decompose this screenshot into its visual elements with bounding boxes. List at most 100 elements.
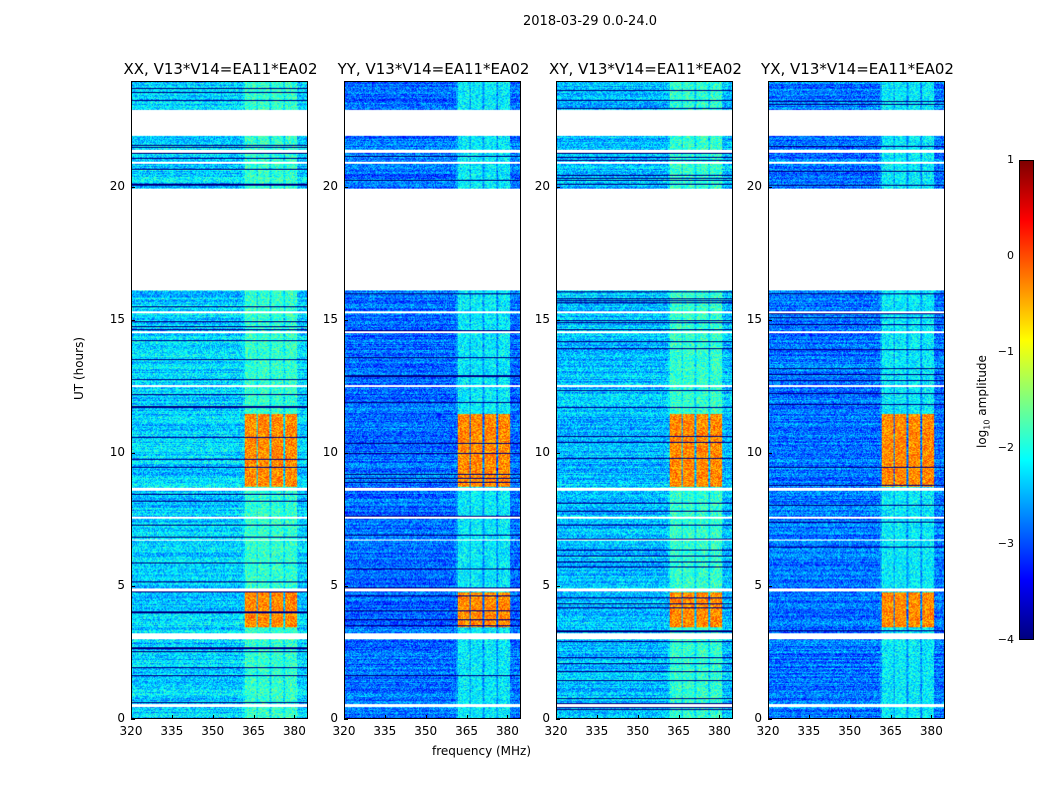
y-tick-mark bbox=[344, 719, 348, 720]
y-tick-mark bbox=[131, 453, 135, 455]
x-tick-label: 380 bbox=[707, 724, 731, 738]
y-tick-label: 10 bbox=[322, 445, 338, 460]
y-tick-mark bbox=[344, 187, 348, 189]
spectrogram-panel: XX, V13*V14=EA11*EA02 bbox=[123, 60, 318, 719]
x-tick-label: 320 bbox=[544, 724, 568, 738]
panel-title: YY, V13*V14=EA11*EA02 bbox=[337, 60, 530, 78]
colorbar-tick-label: 1 bbox=[1007, 153, 1014, 166]
y-tick-label: 20 bbox=[534, 179, 550, 194]
y-tick-label: 20 bbox=[322, 179, 338, 194]
spectrogram-panel: YX, V13*V14=EA11*EA02 bbox=[761, 60, 954, 719]
x-tick-mark bbox=[344, 715, 345, 719]
x-tick-label: 335 bbox=[797, 724, 821, 738]
x-tick-label: 320 bbox=[119, 724, 143, 738]
x-tick-mark bbox=[556, 715, 557, 719]
spectrogram-image bbox=[345, 82, 520, 718]
x-tick-mark bbox=[253, 715, 255, 719]
colorbar-label-log: log bbox=[975, 429, 989, 448]
x-tick-mark bbox=[507, 715, 509, 719]
x-tick-label: 350 bbox=[626, 724, 650, 738]
colorbar-tick-label: 0 bbox=[1007, 249, 1014, 262]
x-tick-label: 380 bbox=[495, 724, 519, 738]
y-tick-label: 20 bbox=[109, 179, 125, 194]
y-tick-mark bbox=[768, 320, 772, 322]
y-tick-label: 0 bbox=[117, 711, 125, 725]
x-tick-mark bbox=[931, 715, 933, 719]
y-tick-label: 5 bbox=[117, 578, 125, 593]
y-axis-label: UT (hours) bbox=[72, 336, 86, 400]
x-tick-label: 365 bbox=[879, 724, 902, 738]
x-tick-mark bbox=[212, 715, 214, 719]
colorbar-tick-label: −2 bbox=[997, 441, 1014, 454]
x-tick-mark bbox=[384, 715, 386, 719]
x-tick-label: 350 bbox=[414, 724, 438, 738]
x-tick-label: 350 bbox=[201, 724, 225, 738]
spectrogram-image bbox=[557, 82, 732, 718]
y-tick-label: 15 bbox=[746, 312, 762, 327]
x-tick-label: 365 bbox=[667, 724, 690, 738]
colorbar-label: log10 amplitude bbox=[975, 355, 991, 448]
x-tick-mark bbox=[768, 715, 769, 719]
y-tick-label: 0 bbox=[542, 711, 550, 725]
x-tick-mark bbox=[466, 715, 468, 719]
y-tick-label: 20 bbox=[746, 179, 762, 194]
x-tick-mark bbox=[596, 715, 598, 719]
y-tick-mark bbox=[131, 187, 135, 189]
y-tick-label: 15 bbox=[322, 312, 338, 327]
y-tick-mark bbox=[344, 586, 348, 588]
y-tick-label: 10 bbox=[534, 445, 550, 460]
x-tick-mark bbox=[678, 715, 680, 719]
x-tick-label: 380 bbox=[919, 724, 943, 738]
y-tick-mark bbox=[131, 320, 135, 322]
y-tick-mark bbox=[344, 453, 348, 455]
x-tick-label: 350 bbox=[838, 724, 862, 738]
spectrogram-image bbox=[769, 82, 944, 718]
x-tick-label: 335 bbox=[585, 724, 609, 738]
x-tick-label: 365 bbox=[242, 724, 265, 738]
y-tick-mark bbox=[768, 453, 772, 455]
x-tick-mark bbox=[637, 715, 639, 719]
x-axis-label: frequency (MHz) bbox=[432, 744, 532, 758]
y-tick-label: 5 bbox=[330, 578, 338, 593]
x-tick-mark bbox=[849, 715, 851, 719]
y-tick-mark bbox=[131, 586, 135, 588]
y-tick-label: 15 bbox=[109, 312, 125, 327]
y-tick-mark bbox=[556, 586, 560, 588]
colorbar bbox=[1019, 160, 1034, 640]
colorbar-tick-label: −3 bbox=[997, 537, 1014, 550]
x-tick-label: 320 bbox=[756, 724, 780, 738]
panel-title: XX, V13*V14=EA11*EA02 bbox=[123, 60, 318, 78]
y-tick-mark bbox=[556, 187, 560, 189]
colorbar-tick-label: −4 bbox=[997, 633, 1014, 646]
y-tick-label: 10 bbox=[109, 445, 125, 460]
x-tick-label: 335 bbox=[373, 724, 397, 738]
colorbar-tick-label: −1 bbox=[997, 345, 1014, 358]
x-tick-mark bbox=[719, 715, 721, 719]
y-tick-label: 0 bbox=[754, 711, 762, 725]
x-tick-mark bbox=[171, 715, 173, 719]
colorbar-label-tail: amplitude bbox=[975, 355, 989, 420]
x-tick-mark bbox=[808, 715, 810, 719]
figure-title: 2018-03-29 0.0-24.0 bbox=[523, 14, 657, 29]
y-tick-label: 0 bbox=[330, 711, 338, 725]
y-tick-mark bbox=[768, 586, 772, 588]
y-tick-mark bbox=[131, 719, 135, 720]
spectrogram-image bbox=[132, 82, 307, 718]
panel-title: XY, V13*V14=EA11*EA02 bbox=[549, 60, 742, 78]
y-tick-label: 15 bbox=[534, 312, 550, 327]
y-tick-label: 10 bbox=[746, 445, 762, 460]
x-tick-mark bbox=[294, 715, 296, 719]
colorbar-label-sub: 10 bbox=[982, 419, 992, 430]
x-tick-mark bbox=[425, 715, 427, 719]
x-tick-label: 380 bbox=[282, 724, 306, 738]
y-tick-mark bbox=[768, 187, 772, 189]
y-tick-mark bbox=[556, 719, 560, 720]
y-tick-mark bbox=[344, 320, 348, 322]
y-tick-mark bbox=[556, 453, 560, 455]
spectrogram-panel: YY, V13*V14=EA11*EA02 bbox=[338, 60, 529, 719]
x-tick-label: 335 bbox=[160, 724, 184, 738]
x-tick-label: 320 bbox=[332, 724, 356, 738]
y-tick-mark bbox=[768, 719, 772, 720]
x-tick-mark bbox=[890, 715, 892, 719]
